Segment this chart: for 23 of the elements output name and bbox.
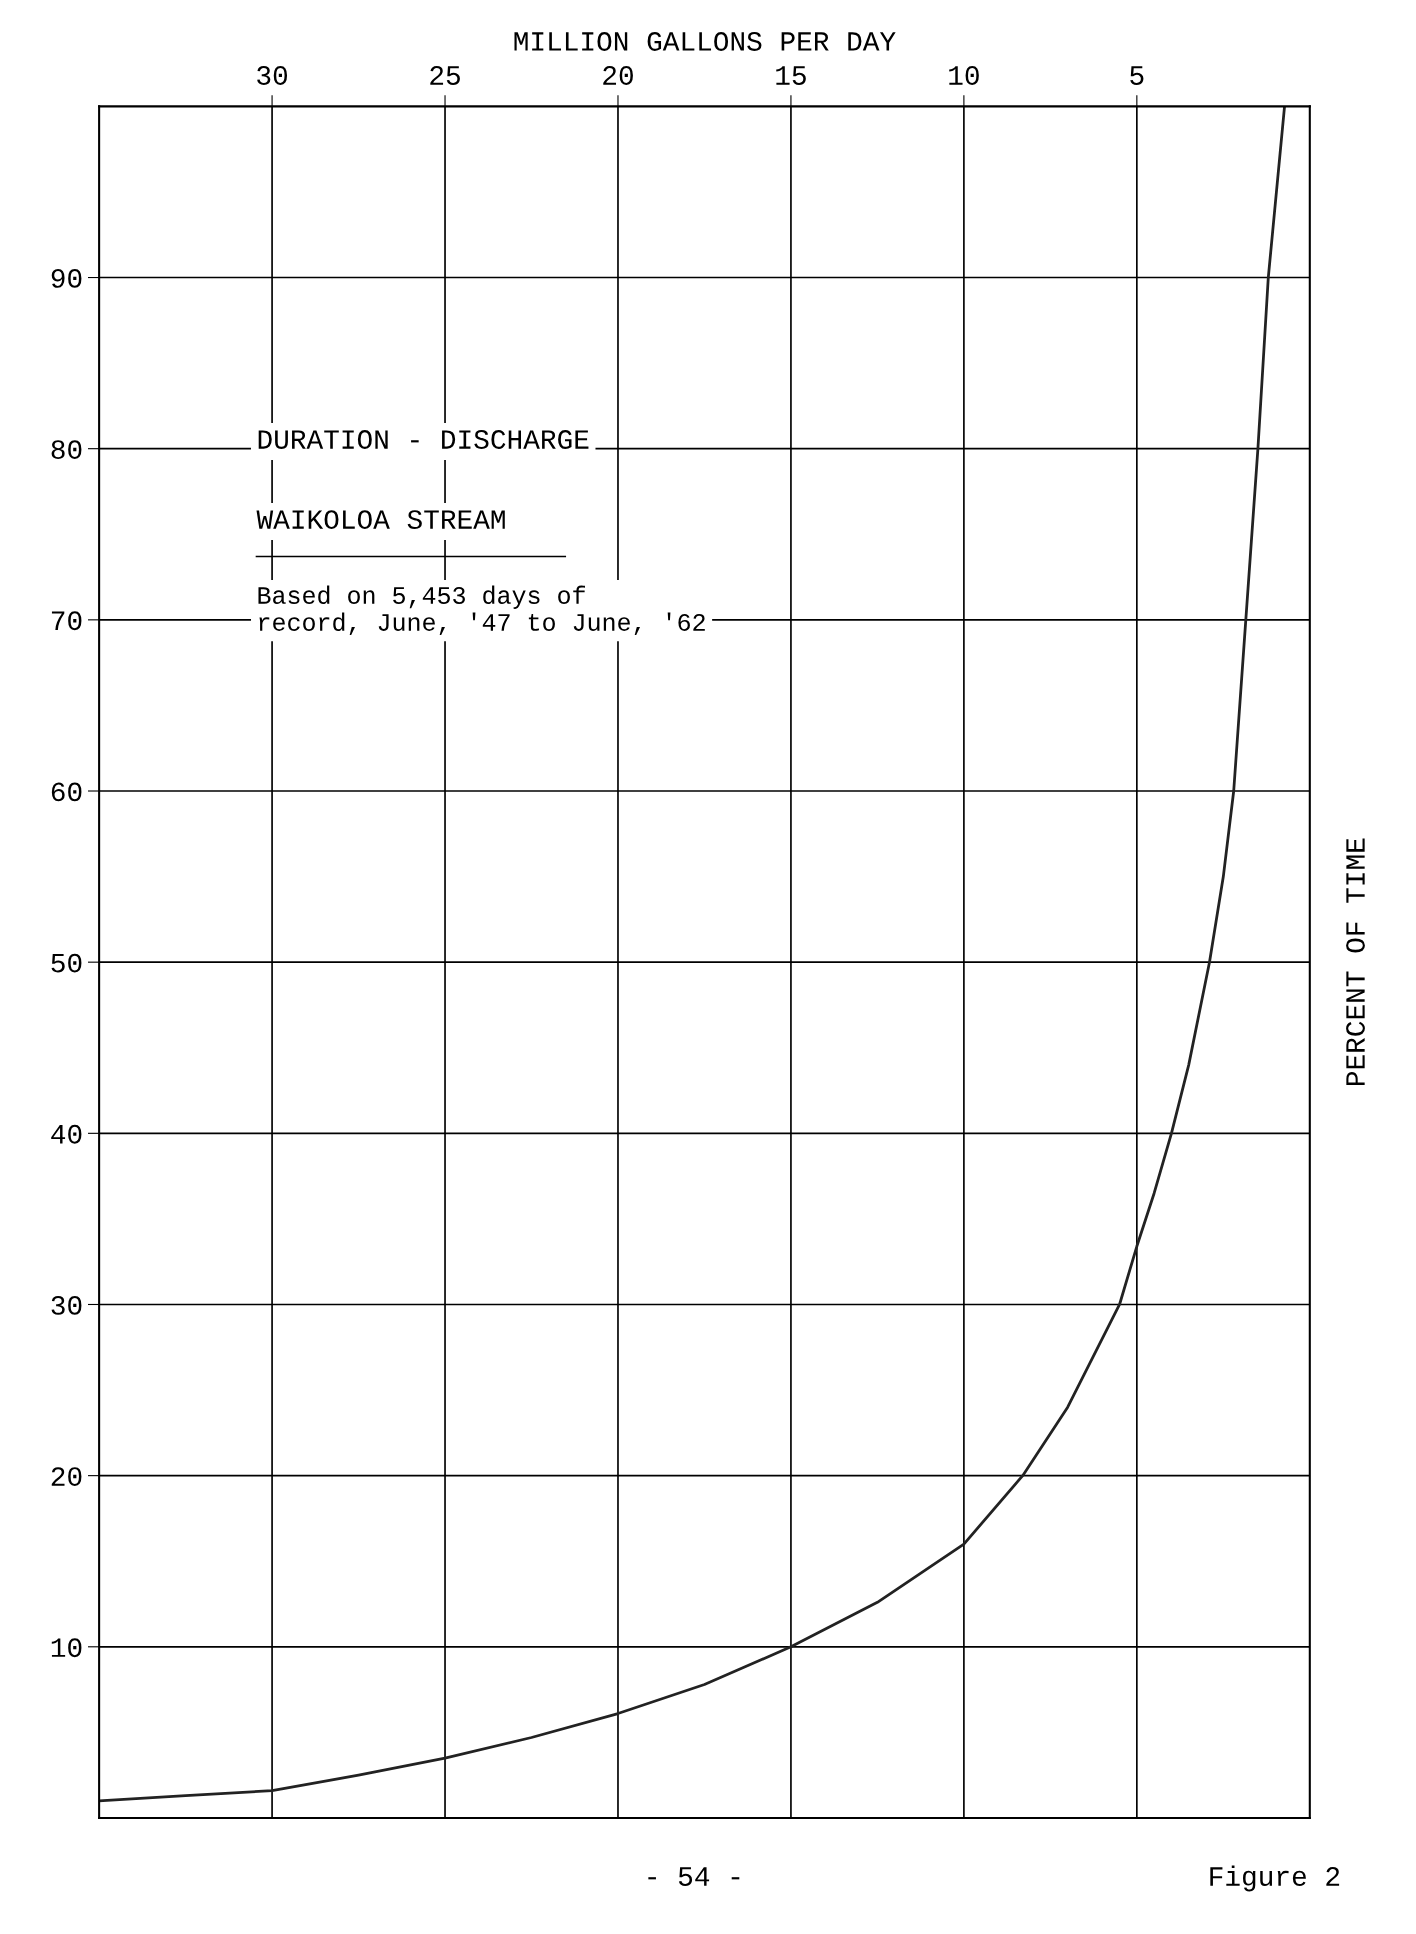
y-tick-label: 90 <box>51 269 82 288</box>
text: DURATION - DISCHARGE <box>258 430 589 449</box>
x-tick-label: 25 <box>430 66 460 85</box>
y-tick-label: 40 <box>51 1124 82 1144</box>
y-tick-label: 30 <box>51 1295 82 1315</box>
annotation: Based on 5,453 days of record, June, '47 to June, '62 <box>258 585 705 636</box>
y-tick-label: 70 <box>51 611 82 631</box>
y-tick-label: 20 <box>51 1467 82 1486</box>
text: WAIKOLOA STREAM <box>256 510 505 529</box>
y-tick-label: 10 <box>51 1638 82 1658</box>
text: - 54 - <box>648 1867 740 1886</box>
y-tick-label: 80 <box>51 440 82 460</box>
x-axis-title: MILLION GALLONS PER DAY <box>514 32 896 51</box>
x-tick-label: 5 <box>1130 66 1144 85</box>
x-tick-label: 15 <box>776 66 806 85</box>
y-tick-label: 50 <box>51 953 82 973</box>
caption: Figure 2 <box>1210 1865 1340 1892</box>
x-tick-label: 10 <box>949 66 979 85</box>
y-tick-label: 60 <box>51 782 82 802</box>
x-tick-label: 30 <box>257 66 288 85</box>
y-axis-title: PERCENT OF TIME <box>1346 838 1365 1085</box>
x-tick-label: 20 <box>603 66 633 85</box>
line-series <box>99 106 1286 1803</box>
